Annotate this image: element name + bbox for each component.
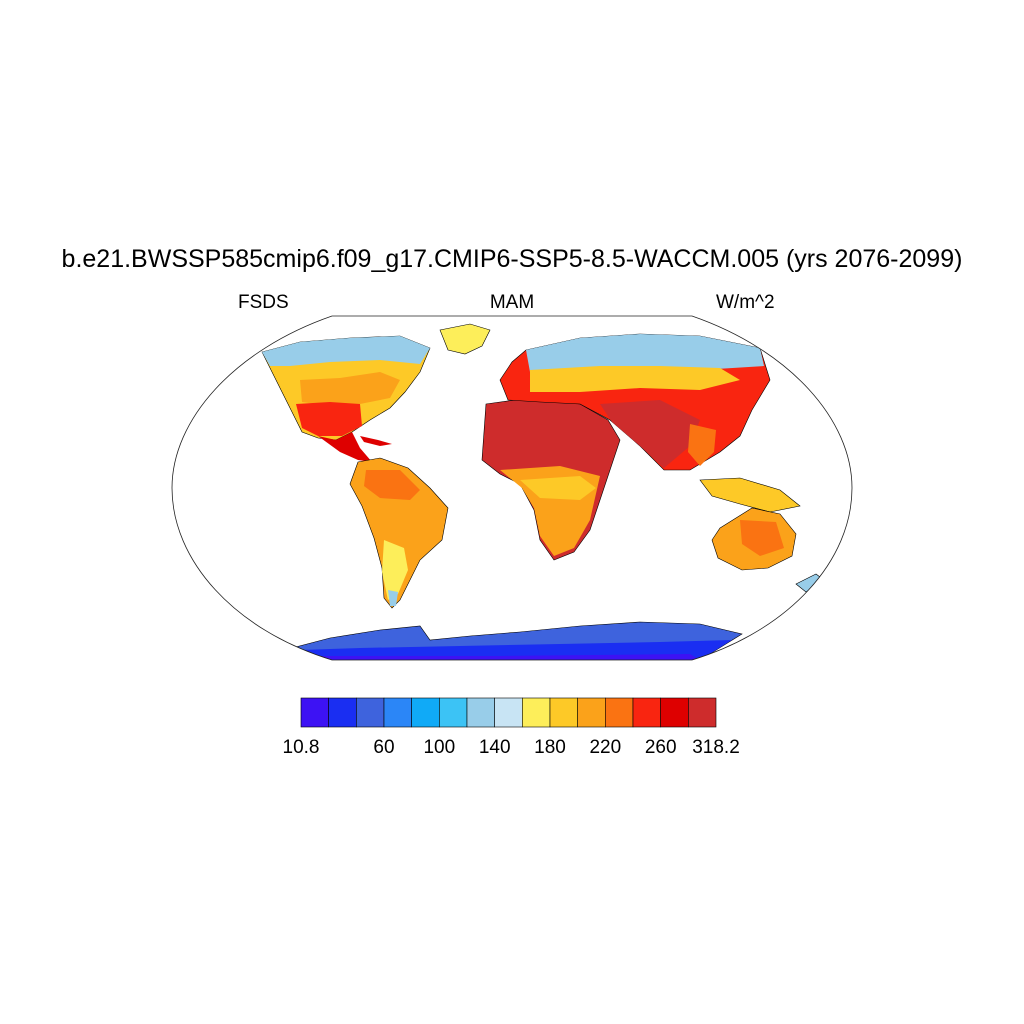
colorbar-swatch	[439, 697, 468, 728]
colorbar-swatch	[300, 697, 329, 728]
variable-label: FSDS	[238, 292, 289, 313]
indonesia	[699, 477, 801, 513]
colorbar-labels: 10.8 60 100 140 180 220 260 318.2	[283, 737, 740, 758]
colorbar-tick-label: 180	[534, 737, 566, 758]
colorbar-swatch	[466, 697, 495, 728]
colorbar-tick-label: 10.8	[283, 737, 320, 758]
colorbar-swatch	[522, 697, 551, 728]
colorbar-tick-label: 318.2	[692, 737, 740, 758]
colorbar-tick-label: 100	[423, 737, 455, 758]
colorbar-swatch	[328, 697, 357, 728]
colorbar	[300, 697, 717, 728]
south-america	[349, 457, 449, 609]
colorbar-swatch	[494, 697, 523, 728]
land-fields	[261, 323, 825, 660]
colorbar-swatch	[632, 697, 661, 728]
colorbar-tick-label: 140	[479, 737, 511, 758]
colorbar-swatch	[688, 697, 717, 728]
colorbar-swatch	[577, 697, 606, 728]
colorbar-swatch	[383, 697, 412, 728]
colorbar-swatch	[549, 697, 578, 728]
colorbar-tick-label: 260	[645, 737, 677, 758]
map-title: b.e21.BWSSP585cmip6.f09_g17.CMIP6-SSP5-8…	[61, 245, 963, 273]
colorbar-swatch	[660, 697, 689, 728]
colorbar-tick-label: 220	[589, 737, 621, 758]
colorbar-swatch	[605, 697, 634, 728]
map-border	[171, 315, 853, 661]
greenland	[439, 323, 491, 355]
colorbar-swatch	[356, 697, 385, 728]
units-label: W/m^2	[716, 292, 775, 313]
season-label: MAM	[489, 292, 535, 313]
colorbar-tick-label: 60	[373, 737, 394, 758]
colorbar-swatch	[411, 697, 440, 728]
